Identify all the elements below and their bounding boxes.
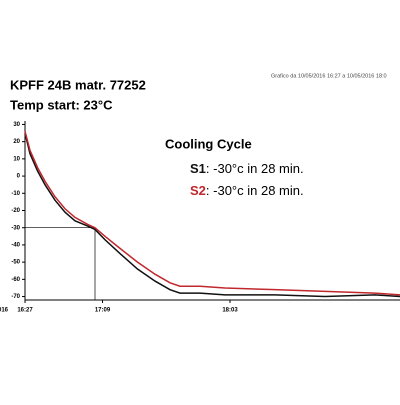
y-tick-label: -50	[11, 260, 20, 266]
y-tick-label: -10	[11, 191, 20, 197]
series-line	[24, 132, 400, 298]
y-tick-label: -40	[11, 243, 20, 249]
series-line	[24, 131, 400, 296]
chart-title: KPFF 24B matr. 77252	[10, 77, 146, 92]
annotation: S2: -30°c in 28 min.	[190, 183, 304, 198]
y-tick-label: -60	[11, 277, 20, 283]
source-note: Grafico da 10/05/2016 16:27 a 10/05/2016…	[271, 73, 387, 79]
y-tick-label: 0	[17, 174, 21, 180]
x-tick-label: 17:09	[95, 308, 111, 314]
y-tick-label: -20	[11, 208, 20, 214]
x-tick-label: 18:03	[222, 308, 238, 314]
x-edge-label: 016	[0, 308, 9, 314]
annotation-title: Cooling Cycle	[165, 136, 252, 151]
chart-subtitle: Temp start: 23°C	[10, 97, 113, 112]
y-tick-label: 10	[13, 156, 20, 162]
y-tick-label: -30	[11, 225, 20, 231]
y-tick-label: -70	[11, 294, 20, 300]
annotation-text: : -30°c in 28 min.	[206, 161, 304, 176]
y-tick-label: 30	[13, 122, 20, 128]
x-tick-label: 16:27	[17, 308, 33, 314]
annotation-label: S1	[190, 161, 206, 176]
annotation-label: S2	[190, 183, 206, 198]
annotation: S1: -30°c in 28 min.	[190, 161, 304, 176]
annotation-text: : -30°c in 28 min.	[206, 183, 304, 198]
y-tick-label: 20	[13, 139, 20, 145]
